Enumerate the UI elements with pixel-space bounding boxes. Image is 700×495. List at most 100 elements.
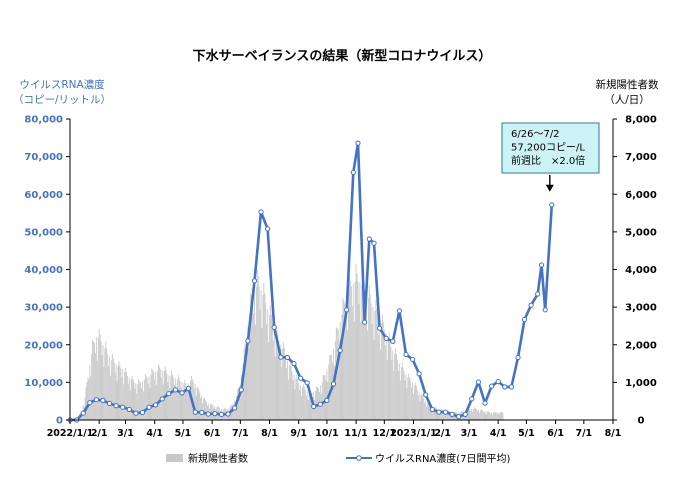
rna-point	[475, 379, 481, 385]
case-bar	[206, 401, 207, 420]
case-bar	[150, 374, 152, 420]
rna-point	[410, 356, 416, 362]
x-tick-label: 5/1	[518, 428, 535, 439]
case-bar	[487, 411, 489, 420]
case-bar	[256, 269, 258, 420]
case-bar	[182, 392, 184, 420]
case-bar	[366, 330, 368, 420]
left-tick-label: 70,000	[24, 152, 63, 163]
case-bar	[412, 382, 413, 421]
case-bar	[180, 387, 182, 420]
case-bar	[249, 313, 251, 420]
case-bar	[364, 290, 365, 420]
case-bar	[281, 367, 283, 420]
case-bar	[187, 390, 189, 420]
case-bar	[143, 379, 145, 420]
case-bar	[278, 340, 280, 420]
case-bar	[471, 408, 473, 420]
case-bar	[238, 387, 239, 420]
case-bar	[345, 319, 347, 420]
annotation-line: 6/26～7/2	[511, 129, 560, 140]
case-bar	[85, 387, 87, 420]
case-bar	[376, 308, 378, 420]
x-tick-label: 2/1	[434, 428, 451, 439]
case-bar	[488, 411, 490, 420]
case-bar	[158, 366, 160, 420]
case-bar	[133, 382, 135, 421]
case-bar	[324, 375, 326, 420]
case-bar	[374, 310, 376, 420]
case-bar	[272, 340, 274, 420]
case-bar	[269, 314, 270, 420]
case-bar	[157, 370, 158, 420]
legend-cases-swatch	[166, 454, 183, 462]
rna-point	[179, 390, 185, 396]
case-bar	[279, 355, 281, 420]
chart-title: 下水サーベイランスの結果（新型コロナウイルス）	[193, 48, 492, 64]
case-bar	[478, 412, 480, 420]
case-bar	[259, 309, 261, 420]
case-bar	[485, 414, 487, 420]
rna-point	[436, 409, 442, 415]
case-bar	[439, 412, 441, 420]
case-bar	[114, 372, 116, 420]
case-bar	[253, 313, 254, 420]
rna-point	[218, 411, 225, 417]
case-bar	[430, 408, 432, 420]
case-bar	[152, 370, 154, 420]
rna-point	[205, 411, 211, 417]
case-bar	[122, 369, 124, 420]
case-bar	[494, 411, 495, 420]
case-bar	[126, 375, 128, 420]
case-bar	[117, 366, 119, 420]
case-bar	[145, 375, 147, 420]
case-bar	[128, 377, 130, 420]
x-tick-label: 9/1	[290, 428, 307, 439]
case-bar	[257, 276, 259, 420]
case-bar	[190, 380, 191, 420]
case-bar	[265, 303, 267, 420]
case-bar	[344, 303, 346, 420]
case-bar	[239, 386, 241, 420]
case-bar	[416, 389, 418, 420]
case-bar	[382, 314, 383, 420]
rna-point	[284, 354, 290, 361]
case-bar	[409, 377, 411, 420]
case-bar	[370, 303, 372, 420]
case-bar	[175, 390, 177, 420]
case-bar	[339, 322, 341, 420]
rna-point	[271, 324, 277, 330]
rna-point	[350, 169, 356, 175]
case-bar	[348, 292, 349, 420]
case-bar	[161, 370, 163, 420]
rna-point	[416, 371, 422, 377]
case-bar	[400, 367, 402, 420]
case-bar	[469, 409, 471, 420]
right-tick-label: 5,000	[625, 227, 657, 238]
case-bar	[307, 400, 309, 420]
case-bar	[242, 363, 244, 420]
case-bar	[118, 361, 120, 420]
case-bar	[275, 334, 277, 420]
x-tick-label: 11/1	[344, 428, 367, 439]
case-bar	[107, 354, 109, 420]
case-bar	[330, 354, 332, 420]
case-bar	[314, 399, 316, 420]
axes: 0 10,000 20,000 30,000 40,000 50,000 60,000 70,…	[24, 115, 656, 440]
plot-area	[67, 140, 555, 423]
rna-point	[225, 411, 231, 417]
case-bar	[421, 393, 423, 420]
right-tick-label: 7,000	[625, 152, 657, 163]
x-tick-label: 8/1	[261, 428, 278, 439]
case-bar	[438, 409, 440, 420]
case-bar	[353, 321, 355, 420]
case-bar	[89, 365, 91, 420]
case-bar	[172, 374, 173, 420]
right-axis-label-line2: （人/日）	[604, 94, 650, 106]
rna-point	[355, 140, 361, 146]
case-bar	[251, 295, 253, 420]
case-bar	[238, 386, 240, 420]
case-bar	[391, 359, 393, 420]
case-bar	[392, 350, 394, 420]
case-bar	[386, 359, 388, 420]
